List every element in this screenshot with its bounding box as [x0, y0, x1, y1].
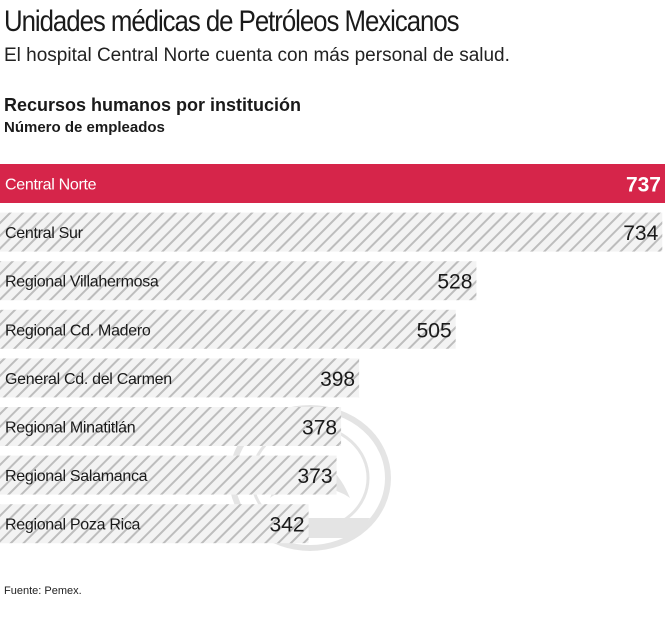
bar-group-regional-poza-rica: Regional Poza Rica 342 — [0, 504, 309, 544]
chart-subtitle: El hospital Central Norte cuenta con más… — [4, 45, 510, 66]
bar-group-general-cd-del-carmen: General Cd. del Carmen 398 — [0, 358, 360, 398]
value-label: 505 — [417, 319, 452, 342]
bar-chart: Central Norte 737 Central Sur 734 Regional V… — [0, 164, 665, 551]
bar-central-sur — [0, 212, 663, 252]
bar-central-norte — [0, 164, 665, 203]
bar-group-central-sur: Central Sur 734 — [0, 212, 663, 252]
value-label: 734 — [623, 222, 658, 245]
bar-regional-cd-madero — [0, 309, 456, 349]
bar-regional-salamanca — [0, 455, 337, 495]
bar-group-regional-salamanca: Regional Salamanca 373 — [0, 455, 337, 495]
bar-group-regional-cd-madero: Regional Cd. Madero 505 — [0, 309, 456, 349]
bar-regional-villahermosa — [0, 261, 477, 301]
value-label: 737 — [626, 174, 661, 197]
category-label: Central Norte — [5, 177, 97, 194]
category-label: Central Sur — [5, 225, 84, 242]
category-label: Regional Villahermosa — [5, 274, 159, 291]
section-title: Recursos humanos por institución — [4, 95, 302, 115]
category-label: General Cd. del Carmen — [5, 371, 172, 388]
bar-group-regional-minatitlan: Regional Minatitlán 378 — [0, 407, 342, 446]
category-label: Regional Minatitlán — [5, 420, 135, 437]
bar-regional-minatitlan — [0, 407, 342, 446]
value-label: 528 — [437, 271, 472, 294]
category-label: Regional Cd. Madero — [5, 322, 151, 339]
value-label: 378 — [302, 417, 337, 440]
category-label: Regional Poza Rica — [5, 517, 141, 534]
unit-label: Número de empleados — [4, 119, 165, 136]
category-label: Regional Salamanca — [5, 468, 148, 485]
value-label: 398 — [320, 368, 355, 391]
source-note: Fuente: Pemex. — [4, 585, 82, 597]
bar-general-cd-del-carmen — [0, 358, 360, 398]
value-label: 373 — [298, 465, 333, 488]
bar-regional-poza-rica — [0, 504, 309, 544]
chart-title: Unidades médicas de Petróleos Mexicanos — [4, 5, 460, 38]
bar-group-regional-villahermosa: Regional Villahermosa 528 — [0, 261, 477, 301]
bar-group-central-norte: Central Norte 737 — [0, 164, 665, 203]
value-label: 342 — [270, 514, 305, 537]
